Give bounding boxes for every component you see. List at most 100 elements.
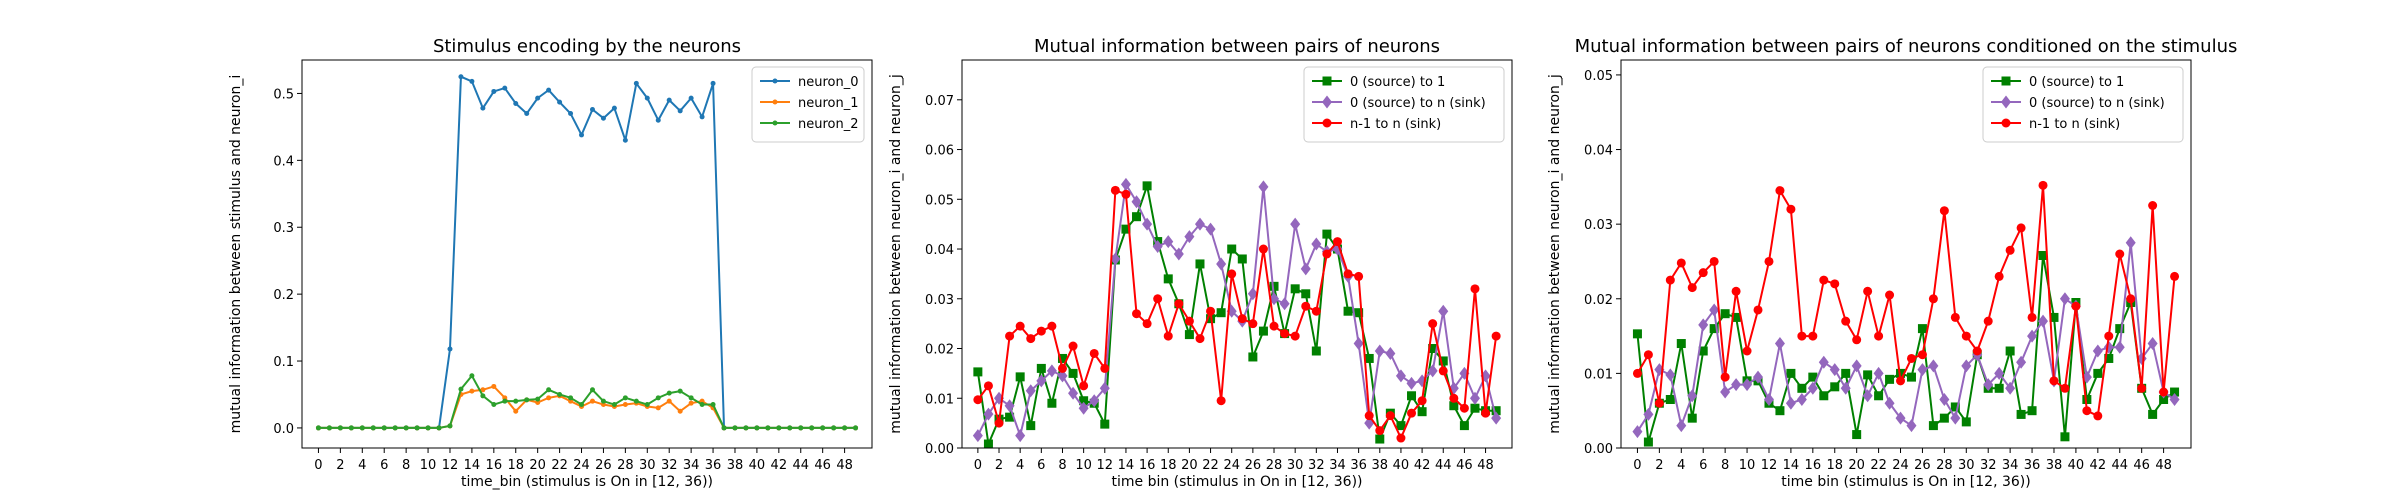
data-point — [1248, 352, 1258, 362]
data-point — [1110, 185, 1120, 195]
legend-label: neuron_1 — [798, 96, 859, 111]
y-tick-label: 0.00 — [1584, 442, 1613, 457]
data-point — [1258, 180, 1269, 194]
y-tick-label: 0.04 — [1584, 144, 1613, 159]
data-point — [1227, 269, 1237, 279]
data-point — [1994, 366, 2005, 380]
x-tick-label: 40 — [749, 458, 766, 473]
data-point — [392, 425, 398, 431]
series-line — [1636, 184, 2176, 417]
data-point — [2049, 312, 2059, 322]
x-tick-label: 32 — [661, 458, 678, 473]
data-point — [1195, 334, 1205, 344]
data-point — [1698, 346, 1708, 356]
x-tick-label: 34 — [1329, 458, 1346, 473]
x-tick-label: 16 — [1139, 458, 1156, 473]
y-axis-label: mutual information between neuron_i and … — [1547, 74, 1563, 434]
legend-box — [1982, 66, 2184, 143]
x-tick-label: 6 — [1037, 458, 1045, 473]
data-point — [1311, 346, 1321, 356]
x-tick-label: 46 — [2133, 458, 2150, 473]
data-point — [633, 80, 639, 86]
data-point — [1841, 368, 1851, 378]
y-tick-label: 0.06 — [925, 144, 954, 159]
data-point — [1994, 271, 2004, 281]
data-point — [1206, 306, 1216, 316]
data-point — [1885, 374, 1895, 384]
x-tick-label: 38 — [1372, 458, 1389, 473]
data-point — [853, 425, 859, 431]
data-point — [535, 95, 541, 101]
data-point — [546, 395, 552, 401]
legend-swatch-marker — [772, 120, 778, 126]
legend-label: 0 (source) to 1 — [2029, 75, 2124, 90]
plot-frame — [1620, 59, 2192, 449]
data-point — [469, 388, 475, 394]
data-point — [1797, 331, 1807, 341]
data-point — [1961, 359, 1972, 373]
data-point — [677, 108, 683, 114]
data-point — [765, 425, 771, 431]
data-point — [1047, 321, 1057, 331]
data-point — [1786, 368, 1796, 378]
data-point — [1300, 262, 1311, 276]
y-tick-label: 0.00 — [925, 442, 954, 457]
x-tick-label: 18 — [1826, 458, 1843, 473]
data-point — [2093, 411, 2103, 421]
series-neuron-2 — [315, 373, 859, 431]
data-point — [1906, 419, 1917, 433]
data-point — [1332, 237, 1342, 247]
data-point — [1665, 275, 1675, 285]
data-point — [1438, 304, 1449, 318]
legend-entry: neuron_1 — [760, 96, 859, 111]
data-point — [1184, 316, 1194, 326]
data-point — [1237, 254, 1247, 264]
y-tick-label: 0.02 — [1584, 293, 1613, 308]
data-point — [721, 425, 727, 431]
data-point — [600, 398, 606, 404]
data-point — [1928, 359, 1939, 373]
data-point — [1863, 286, 1873, 296]
data-point — [1884, 396, 1895, 410]
data-point — [1120, 177, 1131, 191]
data-point — [1121, 224, 1131, 234]
data-point — [2148, 409, 2158, 419]
x-tick-label: 4 — [1677, 458, 1685, 473]
data-point — [491, 402, 497, 408]
data-point — [1100, 419, 1110, 429]
data-point — [1079, 381, 1089, 391]
data-point — [2125, 236, 2136, 250]
data-point — [1863, 370, 1873, 380]
data-point — [973, 367, 983, 377]
data-point — [568, 395, 574, 401]
data-point — [1089, 394, 1100, 408]
data-point — [1375, 434, 1385, 444]
x-tick-label: 24 — [1223, 458, 1240, 473]
data-point — [1163, 274, 1173, 284]
data-point — [1643, 437, 1653, 447]
series-neuron-1 — [315, 383, 859, 431]
x-tick-label: 6 — [380, 458, 388, 473]
data-point — [1428, 319, 1438, 329]
data-point — [1407, 408, 1417, 418]
data-point — [2126, 294, 2136, 304]
data-point — [535, 396, 541, 402]
data-point — [1939, 206, 1949, 216]
data-point — [1829, 363, 1840, 377]
data-point — [359, 425, 365, 431]
x-tick-label: 14 — [1783, 458, 1800, 473]
data-point — [1195, 259, 1205, 269]
chart-title: Stimulus encoding by the neurons — [433, 36, 741, 57]
data-point — [1698, 318, 1709, 332]
x-tick-label: 12 — [1761, 458, 1778, 473]
data-point — [1396, 433, 1406, 443]
data-point — [370, 425, 376, 431]
data-point — [1036, 326, 1046, 336]
data-point — [1819, 391, 1829, 401]
legend-swatch-marker — [1322, 76, 1332, 86]
x-tick-label: 36 — [1350, 458, 1367, 473]
data-point — [2159, 387, 2169, 397]
data-point — [1632, 368, 1642, 378]
data-point — [546, 387, 552, 393]
data-point — [1184, 330, 1194, 340]
